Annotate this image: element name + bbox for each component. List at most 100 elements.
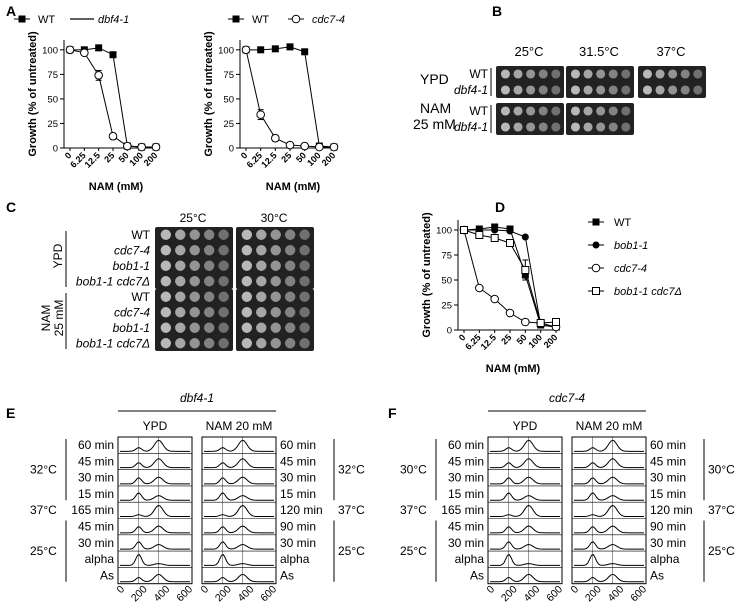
y-tick-label: 25 — [47, 119, 58, 130]
data-point — [536, 319, 545, 327]
data-point — [521, 266, 530, 274]
histogram-trace — [120, 476, 190, 485]
temperature-label: 25°C — [180, 211, 207, 225]
x-tick-label: 0 — [63, 150, 74, 161]
colony-spot — [218, 291, 229, 302]
histogram-trace — [574, 439, 644, 452]
strain-title: dbf4-1 — [180, 391, 214, 405]
temperature-label: 31.5°C — [579, 44, 619, 59]
histogram-trace — [204, 492, 274, 501]
colony-spot — [175, 307, 186, 318]
temperature-label: 25°C — [514, 44, 543, 59]
data-point — [460, 226, 468, 234]
colony-spot — [203, 245, 215, 256]
histogram-trace — [120, 553, 190, 566]
x-tick-label: 400 — [236, 583, 257, 604]
legend-label: WT — [252, 14, 269, 26]
colony-spot — [256, 307, 267, 318]
legend-label: cdc7-4 — [312, 14, 345, 26]
time-label: 165 min — [71, 503, 114, 517]
temperature-label: 37°C — [708, 503, 735, 517]
histogram-trace — [490, 492, 560, 501]
strain-label: bob1-1 — [113, 321, 150, 335]
colony-spot — [218, 245, 229, 256]
time-label: 30 min — [280, 471, 316, 485]
histogram-frame — [487, 436, 563, 585]
colony-spot — [270, 322, 281, 333]
colony-spot — [270, 276, 281, 287]
colony-spot — [621, 69, 631, 79]
strain-label: WT — [131, 228, 150, 242]
colony-spot — [680, 85, 690, 95]
colony-spot — [241, 245, 253, 256]
panel-label-F: F — [388, 405, 397, 421]
colony-spot — [203, 291, 215, 302]
colony-spot — [256, 229, 267, 240]
histogram-trace — [574, 476, 644, 485]
time-label: alpha — [650, 552, 680, 566]
colony-spot — [160, 322, 172, 333]
spot-plate — [155, 227, 233, 289]
time-label: As — [470, 568, 484, 582]
temperature-label: 37°C — [338, 503, 365, 517]
x-tick-label: 400 — [606, 583, 627, 604]
legend-marker — [18, 15, 26, 23]
colony-spot — [513, 69, 523, 79]
colony-spot — [608, 106, 618, 116]
y-tick-label: 100 — [436, 226, 452, 237]
colony-spot — [621, 85, 631, 95]
colony-spot — [284, 229, 296, 240]
x-tick-label: 100 — [526, 332, 544, 350]
legend-marker — [592, 287, 600, 295]
colony-spot — [241, 229, 253, 240]
time-label: 45 min — [448, 520, 484, 534]
colony-spot — [299, 338, 310, 349]
colony-spot — [538, 69, 548, 79]
data-point — [271, 45, 279, 53]
y-tick-label: 0 — [447, 326, 452, 337]
panel-label-B: B — [492, 3, 502, 19]
x-tick-label: 100 — [305, 150, 323, 168]
temperature-label: 25°C — [30, 544, 57, 558]
data-point — [521, 317, 530, 327]
histogram-trace — [120, 458, 190, 469]
colony-spot — [680, 69, 690, 79]
condition-label: NAM — [420, 100, 451, 116]
colony-spot — [299, 291, 310, 302]
colony-spot — [270, 229, 281, 240]
colony-spot — [284, 260, 296, 271]
y-tick-label: 25 — [223, 119, 234, 130]
x-tick-label: 12.5 — [83, 150, 102, 169]
histogram-trace — [574, 525, 644, 534]
condition-label: 25 mM — [52, 300, 66, 337]
data-point — [123, 141, 132, 151]
spot-plate — [496, 66, 564, 98]
temperature-label: 37°C — [30, 503, 57, 517]
colony-spot — [299, 276, 310, 287]
x-tick-label: 200 — [320, 150, 338, 168]
time-label: 60 min — [280, 438, 316, 452]
data-point — [286, 43, 294, 51]
time-label: 60 min — [78, 438, 114, 452]
histogram-trace — [490, 553, 560, 566]
strain-label: bob1-1 cdc7Δ — [76, 275, 150, 289]
colony-spot — [256, 322, 267, 333]
x-tick-label: 25 — [102, 150, 116, 164]
colony-spot — [218, 229, 229, 240]
legend-label: bob1-1 cdc7Δ — [614, 286, 682, 298]
histogram-trace — [574, 573, 644, 583]
y-tick-label: 50 — [47, 94, 58, 105]
histogram-trace — [120, 504, 190, 518]
condition-label: NAM — [39, 305, 53, 332]
colony-spot — [270, 307, 281, 318]
colony-spot — [160, 276, 172, 287]
time-label: 30 min — [78, 471, 114, 485]
colony-spot — [596, 85, 606, 95]
histogram-trace — [204, 439, 274, 452]
time-label: 45 min — [78, 454, 114, 468]
time-label: As — [280, 568, 294, 582]
legend-label: WT — [38, 14, 55, 26]
legend-label: WT — [614, 217, 631, 229]
colony-spot — [570, 85, 580, 95]
data-point — [329, 142, 339, 152]
